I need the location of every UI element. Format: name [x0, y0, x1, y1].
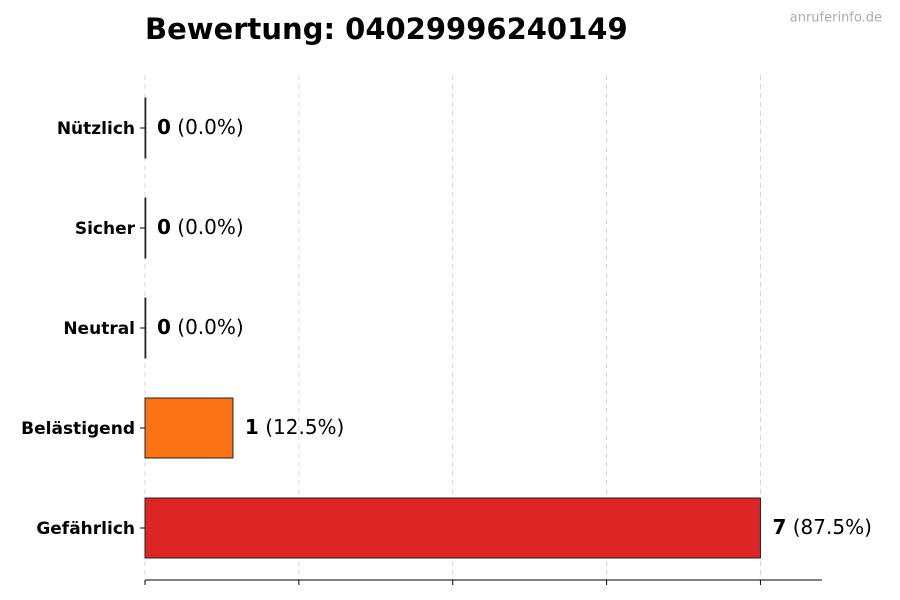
value-number: 0	[157, 315, 171, 339]
value-label: 1 (12.5%)	[245, 415, 344, 439]
value-number: 0	[157, 215, 171, 239]
value-label: 0 (0.0%)	[157, 315, 244, 339]
value-share: (87.5%)	[793, 515, 872, 539]
value-number: 7	[772, 515, 786, 539]
chart-title: Bewertung: 04029996240149	[145, 12, 628, 46]
bar	[144, 197, 147, 259]
watermark: anruferinfo.de	[790, 11, 882, 26]
value-share: (0.0%)	[177, 315, 243, 339]
bar	[144, 97, 147, 159]
bar	[144, 497, 761, 559]
bar	[144, 297, 147, 359]
y-tick-label: Gefährlich	[36, 519, 135, 539]
y-tick-label: Belästigend	[21, 419, 135, 439]
value-number: 0	[157, 115, 171, 139]
y-tick-label: Nützlich	[57, 119, 135, 139]
value-label: 7 (87.5%)	[772, 515, 871, 539]
bar	[144, 397, 234, 459]
value-share: (0.0%)	[177, 115, 243, 139]
value-number: 1	[245, 415, 259, 439]
value-label: 0 (0.0%)	[157, 115, 244, 139]
value-share: (12.5%)	[265, 415, 344, 439]
y-tick-label: Neutral	[63, 319, 135, 339]
value-label: 0 (0.0%)	[157, 215, 244, 239]
y-tick-label: Sicher	[75, 219, 136, 239]
value-share: (0.0%)	[177, 215, 243, 239]
